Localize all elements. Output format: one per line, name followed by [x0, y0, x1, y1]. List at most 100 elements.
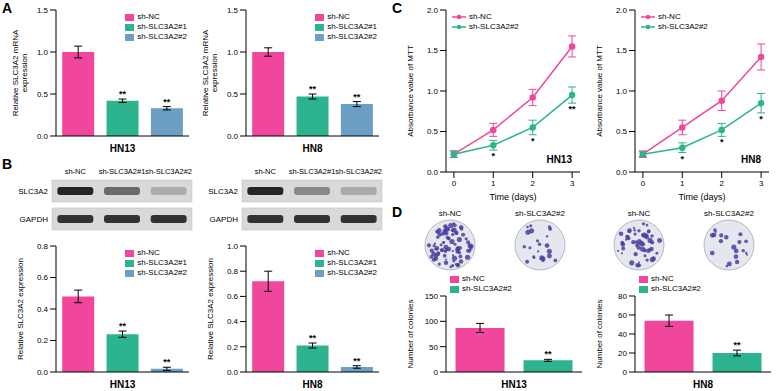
svg-text:**: **	[353, 356, 361, 366]
svg-text:sh-SLC3A2#2: sh-SLC3A2#2	[145, 167, 192, 176]
svg-text:1.0: 1.0	[37, 48, 49, 57]
svg-text:**: **	[569, 104, 577, 114]
svg-text:100: 100	[425, 317, 439, 326]
svg-text:0.4: 0.4	[37, 305, 49, 314]
svg-text:sh-SLC3A2#2: sh-SLC3A2#2	[335, 167, 382, 176]
html-text:Relative SLC3A2 expression: Relative SLC3A2 expression	[15, 258, 25, 360]
svg-text:1.0: 1.0	[227, 48, 239, 57]
svg-text:0.0: 0.0	[616, 168, 628, 177]
svg-text:0.8: 0.8	[227, 267, 239, 276]
svg-text:1.5: 1.5	[37, 6, 49, 15]
html-text:Relative SLC3A2 mRNA expressio: Relative SLC3A2 mRNA expression	[201, 29, 219, 117]
svg-text:0.0: 0.0	[37, 368, 49, 377]
svg-text:GAPDH: GAPDH	[210, 215, 239, 224]
svg-text:**: **	[309, 333, 317, 343]
svg-text:40: 40	[618, 330, 627, 339]
svg-text:1.0: 1.0	[616, 87, 628, 96]
svg-text:1: 1	[491, 179, 496, 188]
html-text:Absorbance value of MTT: Absorbance value of MTT	[594, 45, 604, 137]
svg-text:20: 20	[618, 349, 627, 358]
svg-text:1.0: 1.0	[427, 87, 439, 96]
svg-text:Time (days): Time (days)	[678, 192, 725, 202]
svg-text:**: **	[119, 89, 127, 99]
svg-text:60: 60	[618, 311, 627, 320]
svg-text:HN13: HN13	[110, 379, 136, 390]
svg-text:**: **	[545, 349, 553, 359]
html-text:Number of colonies: Number of colonies	[594, 299, 604, 369]
svg-text:0.5: 0.5	[227, 90, 239, 99]
svg-text:1.0: 1.0	[227, 242, 239, 251]
svg-text:sh-SLC3A2#1: sh-SLC3A2#1	[289, 167, 336, 176]
svg-text:*: *	[720, 137, 724, 147]
html-text:Number of colonies: Number of colonies	[405, 299, 415, 369]
svg-text:0.0: 0.0	[227, 368, 239, 377]
svg-text:*: *	[681, 154, 685, 164]
svg-text:HN8: HN8	[693, 379, 713, 390]
svg-text:HN8: HN8	[302, 379, 322, 390]
svg-text:0.0: 0.0	[37, 132, 49, 141]
svg-text:0.8: 0.8	[37, 242, 49, 251]
svg-text:HN8: HN8	[302, 143, 322, 154]
svg-text:2: 2	[719, 179, 724, 188]
svg-text:HN13: HN13	[501, 379, 527, 390]
html-text:Relative SLC3A2 expression: Relative SLC3A2 expression	[205, 258, 215, 360]
html-text:B: B	[2, 156, 13, 172]
svg-text:*: *	[759, 114, 763, 124]
svg-text:0: 0	[641, 179, 646, 188]
svg-text:3: 3	[570, 179, 575, 188]
html-text:Absorbance value of MTT: Absorbance value of MTT	[405, 45, 415, 137]
svg-text:Time (days): Time (days)	[489, 192, 536, 202]
svg-text:**: **	[119, 321, 127, 331]
svg-text:SLC3A2: SLC3A2	[208, 187, 238, 196]
svg-text:sh-SLC3A2#1: sh-SLC3A2#1	[99, 167, 146, 176]
svg-text:1: 1	[680, 179, 685, 188]
svg-text:sh-NC: sh-NC	[628, 209, 651, 218]
html-text:Relative SLC3A2 mRNA expressio: Relative SLC3A2 mRNA expression	[11, 29, 29, 117]
svg-text:2.0: 2.0	[616, 6, 628, 15]
svg-text:80: 80	[618, 292, 627, 301]
svg-text:0: 0	[623, 368, 628, 377]
svg-text:2.0: 2.0	[427, 6, 439, 15]
html-text:D: D	[392, 204, 403, 220]
svg-text:*: *	[531, 136, 535, 146]
svg-text:sh-NC: sh-NC	[439, 209, 462, 218]
svg-text:150: 150	[425, 292, 439, 301]
html-text:HN13: HN13	[546, 154, 572, 165]
svg-text:0.5: 0.5	[427, 127, 439, 136]
svg-text:0.2: 0.2	[227, 343, 239, 352]
svg-text:0.2: 0.2	[37, 336, 49, 345]
svg-text:50: 50	[429, 343, 438, 352]
svg-text:**: **	[163, 97, 171, 107]
svg-text:0.6: 0.6	[227, 292, 239, 301]
svg-text:sh-SLC3A2#2: sh-SLC3A2#2	[515, 209, 565, 218]
svg-text:0.4: 0.4	[227, 317, 239, 326]
svg-text:**: **	[353, 92, 361, 102]
html-text:sh-NC: sh-NC	[137, 12, 160, 21]
html-text:C: C	[392, 0, 403, 16]
svg-text:GAPDH: GAPDH	[20, 215, 49, 224]
html-text:sh-SLC3A2#1: sh-SLC3A2#1	[137, 22, 187, 31]
svg-text:2: 2	[530, 179, 535, 188]
svg-text:0.5: 0.5	[616, 127, 628, 136]
html-text:A: A	[2, 0, 13, 16]
svg-text:1.5: 1.5	[227, 6, 239, 15]
svg-text:1.5: 1.5	[427, 46, 439, 55]
svg-text:0.0: 0.0	[427, 168, 439, 177]
svg-text:0: 0	[452, 179, 457, 188]
svg-text:**: **	[309, 84, 317, 94]
svg-text:0.0: 0.0	[227, 132, 239, 141]
svg-text:sh-SLC3A2#2: sh-SLC3A2#2	[704, 209, 754, 218]
svg-text:HN13: HN13	[110, 143, 136, 154]
svg-text:sh-NC: sh-NC	[255, 167, 277, 176]
svg-text:*: *	[492, 151, 496, 161]
svg-text:SLC3A2: SLC3A2	[18, 187, 48, 196]
svg-text:0: 0	[434, 368, 439, 377]
svg-text:**: **	[734, 340, 742, 350]
svg-text:3: 3	[759, 179, 764, 188]
svg-text:1.5: 1.5	[616, 46, 628, 55]
svg-text:sh-NC: sh-NC	[65, 167, 87, 176]
svg-text:0.5: 0.5	[37, 90, 49, 99]
html-text:HN8: HN8	[741, 154, 761, 165]
svg-text:**: **	[163, 357, 171, 367]
svg-text:0.6: 0.6	[37, 273, 49, 282]
